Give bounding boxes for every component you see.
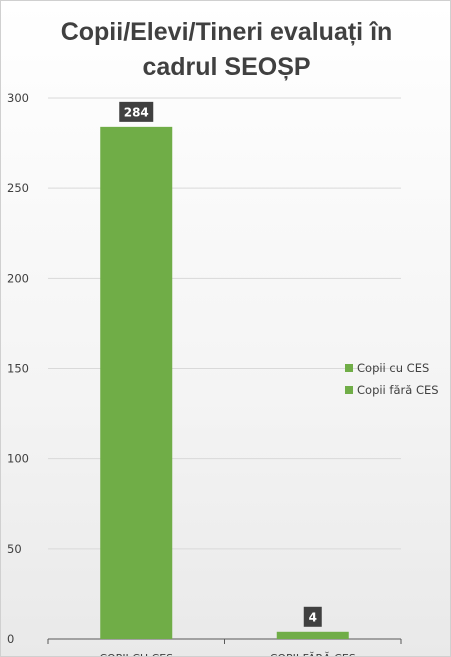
data-label-box-copii-cu-ces [119,101,154,122]
y-tick-label-300: 300 [7,91,29,105]
y-tick-label-250: 250 [7,181,29,195]
y-tick-label-150: 150 [7,362,29,376]
legend-item-copii-cu-ces: Copii cu CES [345,357,439,379]
data-label-copii-cu-ces: 284 [124,105,149,119]
x-category-label-copii-cu-ces: COPII CU CES [99,652,173,657]
chart-title-line-2: cadrul SEOȘP [142,53,311,81]
legend-swatch-copii-cu-ces [345,364,353,372]
y-tick-label-0: 0 [7,632,14,646]
y-tick-label-200: 200 [7,271,29,285]
chart-title-line-1: Copii/Elevi/Tineri evaluați în [60,18,393,46]
chart-legend: Copii cu CES Copii fără CES [345,357,439,401]
x-category-label-copii-fara-ces: COPII FĂRĂ CES [270,652,356,657]
chart-title: Copii/Elevi/Tineri evaluați în cadrul SE… [1,15,450,85]
bar-copii-fara-ces [276,631,349,639]
legend-label-copii-fara-ces: Copii fără CES [357,383,439,397]
data-label-box-copii-fara-ces [303,606,322,627]
legend-swatch-copii-fara-ces [345,386,353,394]
legend-item-copii-fara-ces: Copii fără CES [345,379,439,401]
bar-copii-cu-ces [100,126,173,639]
y-tick-label-50: 50 [7,542,22,556]
y-tick-label-100: 100 [7,452,29,466]
data-label-copii-fara-ces: 4 [309,610,317,624]
legend-label-copii-cu-ces: Copii cu CES [357,361,430,375]
